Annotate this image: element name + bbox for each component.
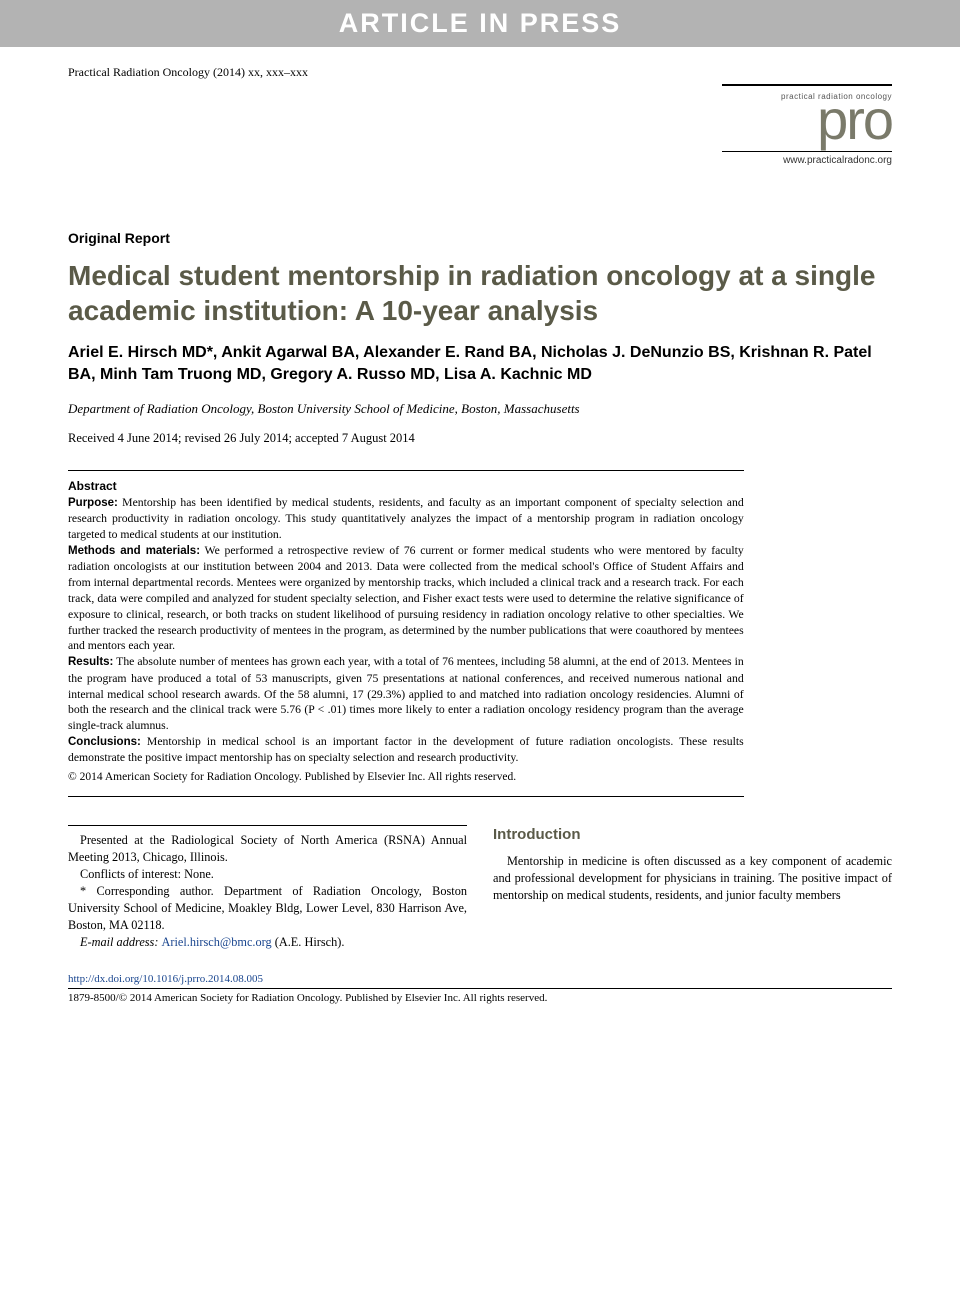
introduction-column: Introduction Mentorship in medicine is o…	[493, 825, 892, 951]
abstract-methods: Methods and materials: We performed a re…	[68, 543, 744, 654]
results-label: Results:	[68, 656, 113, 668]
footnotes-column: Presented at the Radiological Society of…	[68, 825, 467, 951]
footnote-email: E-mail address: Ariel.hirsch@bmc.org (A.…	[68, 934, 467, 951]
abstract-copyright: © 2014 American Society for Radiation On…	[68, 770, 744, 786]
logo-rule	[722, 84, 892, 86]
abstract-heading: Abstract	[68, 479, 744, 493]
section-label: Original Report	[68, 230, 892, 246]
results-text: The absolute number of mentees has grown…	[68, 655, 744, 732]
abstract-purpose: Purpose: Mentorship has been identified …	[68, 495, 744, 543]
two-column-region: Presented at the Radiological Society of…	[68, 825, 892, 951]
purpose-text: Mentorship has been identified by medica…	[68, 496, 744, 541]
footer-copyright: 1879-8500/© 2014 American Society for Ra…	[68, 988, 892, 1004]
email-label: E-mail address:	[80, 935, 162, 949]
footnote-corresponding: * Corresponding author. Department of Ra…	[68, 883, 467, 934]
article-title: Medical student mentorship in radiation …	[68, 258, 892, 328]
doi-link[interactable]: http://dx.doi.org/10.1016/j.prro.2014.08…	[68, 973, 263, 985]
email-link[interactable]: Ariel.hirsch@bmc.org	[162, 935, 272, 949]
introduction-body: Mentorship in medicine is often discusse…	[493, 853, 892, 904]
methods-text: We performed a retrospective review of 7…	[68, 544, 744, 653]
article-dates: Received 4 June 2014; revised 26 July 20…	[68, 431, 892, 446]
article-in-press-banner: ARTICLE IN PRESS	[0, 0, 960, 47]
conclusions-label: Conclusions:	[68, 736, 141, 748]
purpose-label: Purpose:	[68, 497, 118, 509]
abstract-box: Abstract Purpose: Mentorship has been id…	[68, 470, 744, 797]
page-footer: http://dx.doi.org/10.1016/j.prro.2014.08…	[68, 973, 892, 1004]
conclusions-text: Mentorship in medical school is an impor…	[68, 735, 744, 765]
page-content: Practical Radiation Oncology (2014) xx, …	[0, 47, 960, 1024]
footnote-conflicts: Conflicts of interest: None.	[68, 866, 467, 883]
affiliation: Department of Radiation Oncology, Boston…	[68, 401, 892, 417]
introduction-heading: Introduction	[493, 825, 892, 846]
email-tail: (A.E. Hirsch).	[272, 935, 345, 949]
footnote-presented: Presented at the Radiological Society of…	[68, 832, 467, 866]
logo-pro: pro	[722, 95, 892, 145]
abstract-conclusions: Conclusions: Mentorship in medical schoo…	[68, 734, 744, 766]
journal-logo-block: practical radiation oncology pro www.pra…	[68, 70, 892, 188]
abstract-results: Results: The absolute number of mentees …	[68, 654, 744, 734]
author-list: Ariel E. Hirsch MD*, Ankit Agarwal BA, A…	[68, 342, 892, 387]
logo-url[interactable]: www.practicalradonc.org	[722, 151, 892, 166]
methods-label: Methods and materials:	[68, 545, 200, 557]
